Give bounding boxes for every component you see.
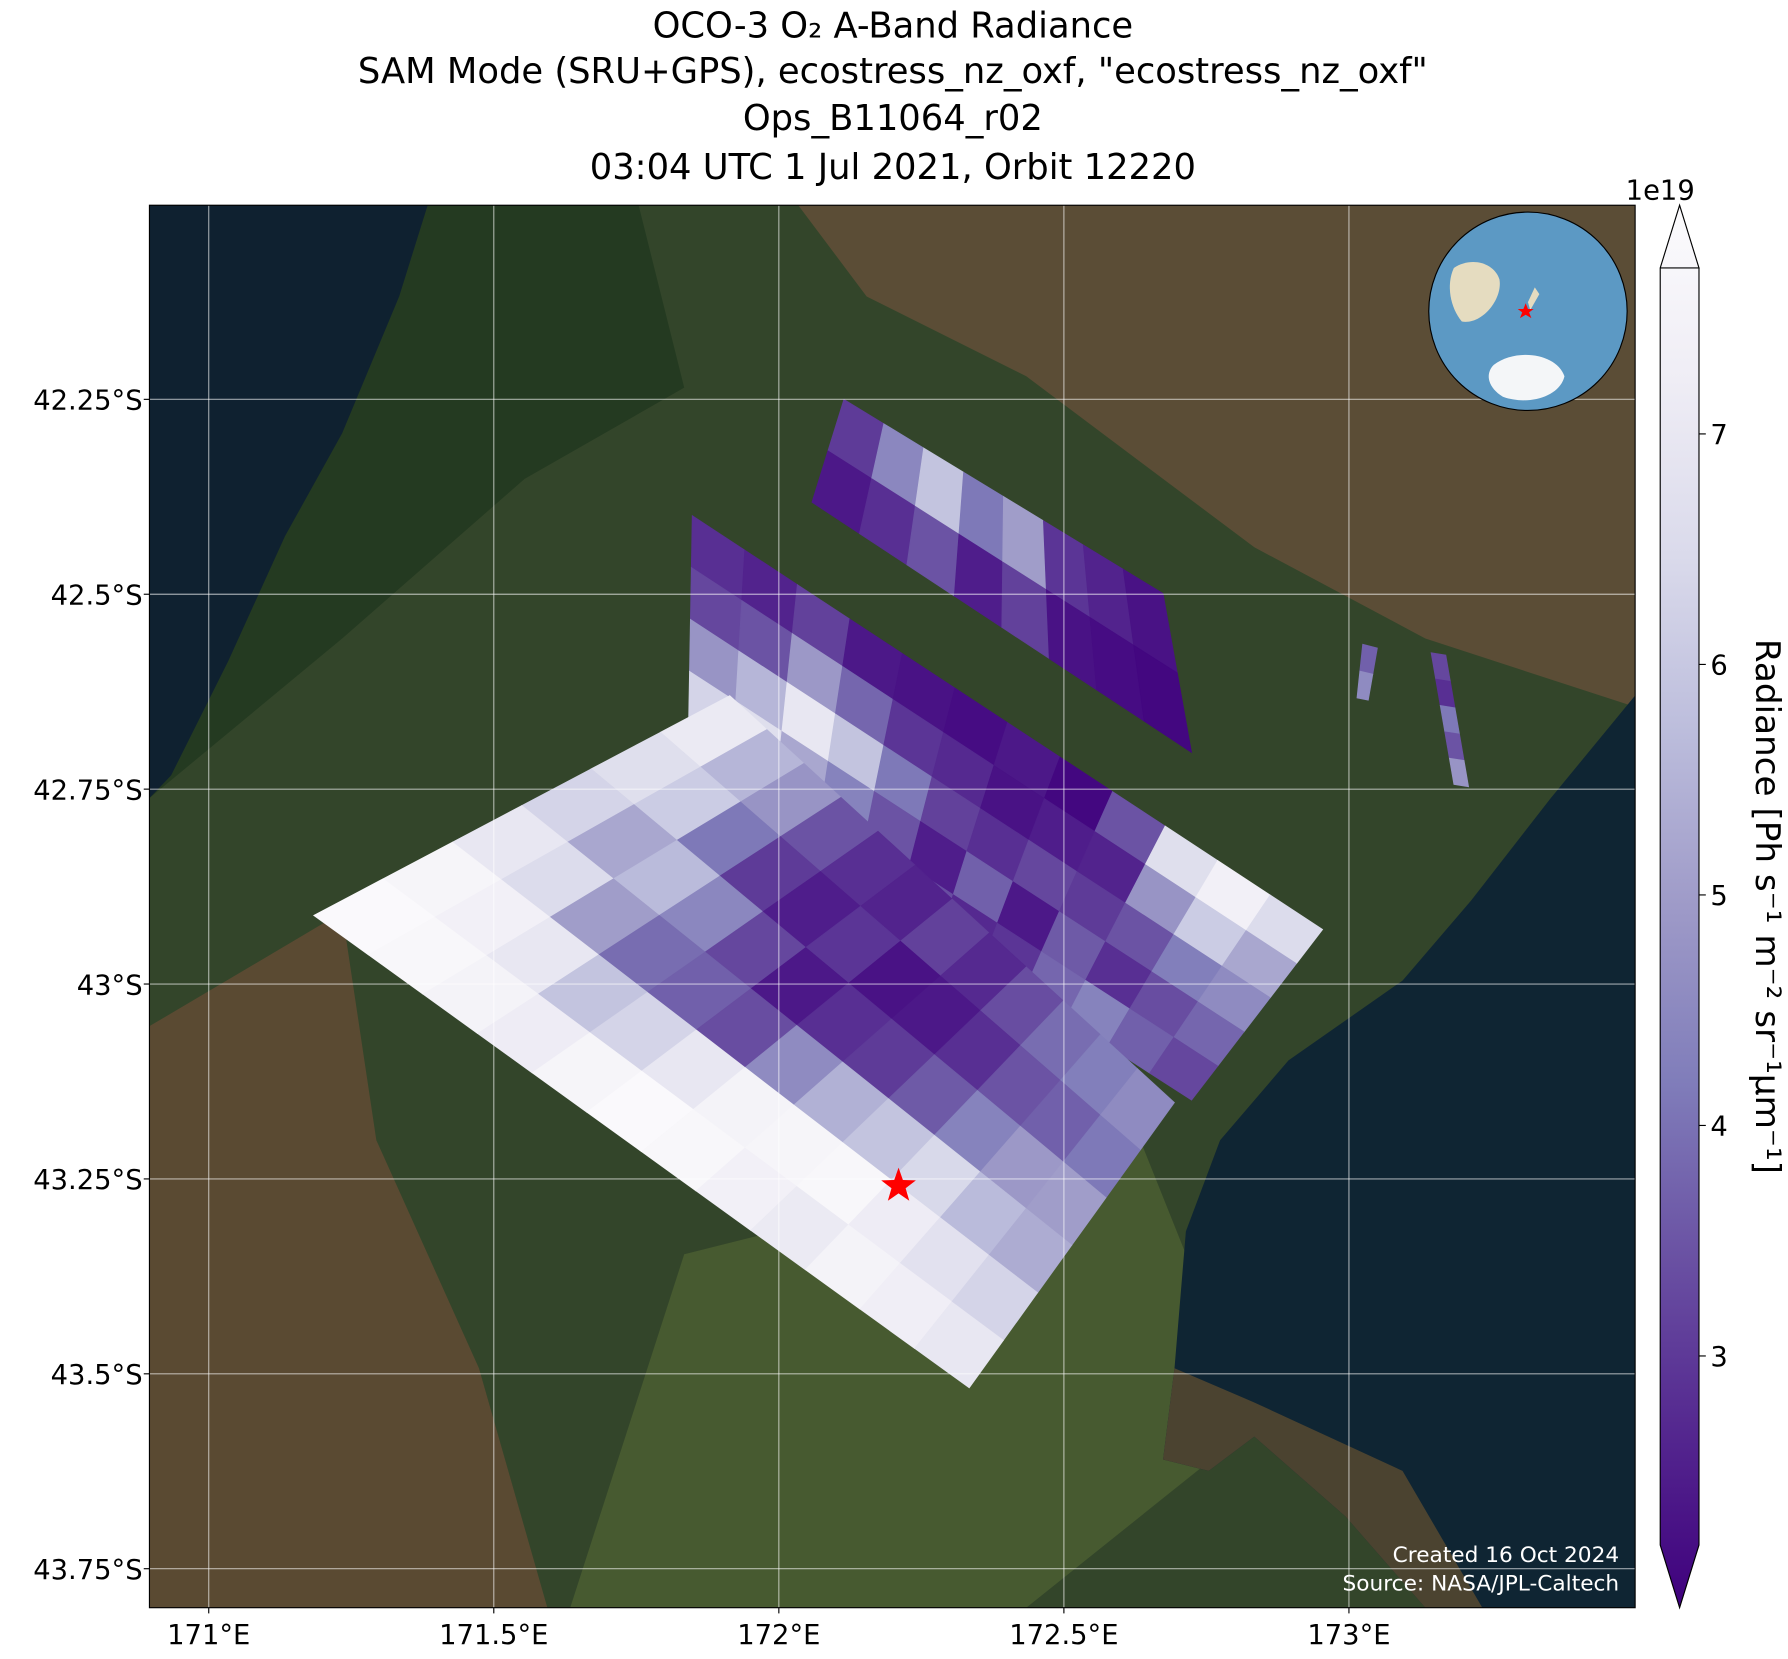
y-tick-label: 42.75°S: [33, 775, 142, 806]
y-tick-label: 43.75°S: [33, 1555, 142, 1586]
title-line: Ops_B11064_r02: [743, 98, 1043, 139]
inset-star: [1517, 303, 1534, 319]
swath-cell: [1356, 670, 1374, 701]
colorbar-tick-label: 3: [1710, 1342, 1727, 1373]
peninsula: [1163, 1368, 1483, 1608]
australia: [1449, 262, 1500, 322]
x-tick-label: 173°E: [1307, 1620, 1390, 1651]
colorbar-tick-label: 6: [1710, 651, 1727, 682]
x-tick-label: 172.5°E: [1009, 1620, 1118, 1651]
colorbar-label: Radiance [Ph s⁻¹ m⁻² sr⁻¹μm⁻¹]: [1747, 639, 1787, 1174]
colorbar-tick-label: 5: [1710, 881, 1727, 912]
mountains: [798, 205, 1636, 707]
y-tick-label: 43.5°S: [51, 1360, 143, 1391]
new-zealand: [1527, 287, 1540, 311]
basemap: Created 16 Oct 2024 Source: NASA/JPL-Cal…: [149, 205, 1636, 1608]
inset-globe: [1428, 211, 1628, 412]
footer-created: Created 16 Oct 2024: [1393, 1543, 1619, 1568]
map-frame: [148, 204, 1636, 1609]
swath-layer: [312, 398, 1470, 1389]
colorbar-tick-label: 4: [1710, 1112, 1727, 1143]
colorbar-offset: 1e19: [1626, 176, 1695, 207]
x-tick-label: 172°E: [737, 1620, 820, 1651]
swath-cell: [1448, 757, 1470, 788]
antarctica: [1488, 354, 1565, 401]
ocean: [149, 205, 428, 799]
title-line: SAM Mode (SRU+GPS), ecostress_nz_oxf, "e…: [358, 51, 1428, 92]
colorbar-body: [1659, 203, 1700, 1610]
grid-layer: [149, 205, 1636, 1608]
title-line: 03:04 UTC 1 Jul 2021, Orbit 12220: [590, 147, 1196, 188]
x-tick-label: 171°E: [167, 1620, 250, 1651]
y-tick-label: 43.25°S: [33, 1165, 142, 1196]
colorbar-tick-label: 7: [1710, 420, 1727, 451]
mountains: [149, 912, 548, 1608]
swath-cell: [914, 1301, 1004, 1389]
colorbar: 1e19 Radiance [Ph s⁻¹ m⁻² sr⁻¹μm⁻¹] 3 4 5 6…: [1626, 176, 1787, 1610]
swath-cell: [1133, 644, 1193, 754]
y-tick-label: 42.5°S: [51, 581, 143, 612]
target-star: [881, 1167, 916, 1201]
ocean: [1163, 695, 1636, 1608]
x-tick-label: 171.5°E: [439, 1620, 548, 1651]
title-line: OCO-3 O₂ A-Band Radiance: [653, 6, 1134, 47]
footer-source: Source: NASA/JPL-Caltech: [1343, 1572, 1620, 1597]
y-tick-label: 43°S: [77, 970, 143, 1001]
swath-cell: [1149, 1037, 1219, 1101]
y-tick-label: 42.25°S: [33, 386, 142, 417]
